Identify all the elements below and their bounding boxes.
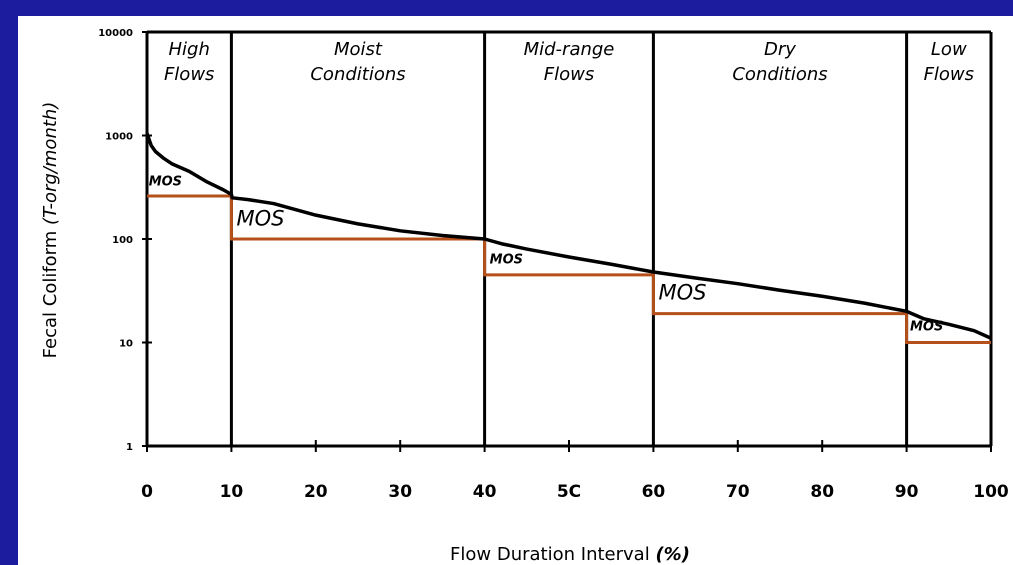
- chart-panel: [18, 16, 1013, 565]
- zone-label: High: [169, 39, 210, 60]
- y-tick-label: 10000: [98, 28, 133, 39]
- y-axis-title: Fecal Coliform (T-org/month): [40, 102, 61, 359]
- x-tick-label: 80: [810, 482, 834, 502]
- zone-label: Moist: [334, 39, 383, 60]
- zone-label: Dry: [764, 39, 796, 60]
- x-tick-label: 40: [473, 482, 497, 502]
- mos-label: MOS: [490, 252, 523, 267]
- y-ticks: 1 10 100 1000 10000: [98, 28, 152, 453]
- x-ticks: 0 10 20 30 40 5C 60 70 80 90 100: [141, 440, 1009, 502]
- x-tick-label: 60: [642, 482, 666, 502]
- y-tick-label: 1: [126, 442, 133, 453]
- y-tick-label: 10: [119, 339, 133, 350]
- x-axis-title: Flow Duration Interval (%): [450, 544, 690, 565]
- load-curve: [145, 132, 992, 340]
- x-tick-label: 90: [895, 482, 919, 502]
- zone-labels: High Flows Moist Conditions Mid-range Flows Dr…: [164, 39, 974, 85]
- mos-label: MOS: [149, 174, 182, 189]
- mos-annotations: MOS MOS MOS MOS MOS: [149, 174, 944, 334]
- allocation-step-line: [147, 194, 991, 344]
- zone-label: Mid-range: [524, 39, 615, 60]
- x-tick-label: 100: [973, 482, 1009, 502]
- allocation-steps: [147, 194, 991, 344]
- x-tick-label: 0: [141, 482, 153, 502]
- zone-label: Flows: [164, 64, 214, 85]
- zone-label: Conditions: [732, 64, 827, 85]
- x-tick-label: 30: [388, 482, 412, 502]
- x-tick-label: 20: [304, 482, 328, 502]
- y-tick-label: 100: [112, 235, 133, 246]
- x-tick-label: 70: [726, 482, 750, 502]
- zone-label: Flows: [924, 64, 974, 85]
- zone-label: Flows: [544, 64, 594, 85]
- y-tick-label: 1000: [105, 132, 133, 143]
- mos-label: MOS: [910, 320, 943, 335]
- zone-label: Conditions: [310, 64, 405, 85]
- mos-label: MOS: [658, 281, 706, 305]
- x-tick-label: 5C: [557, 482, 581, 502]
- zone-label: Low: [931, 39, 967, 60]
- x-tick-label: 10: [220, 482, 244, 502]
- mos-label: MOS: [236, 207, 284, 231]
- load-duration-curve: [145, 132, 992, 340]
